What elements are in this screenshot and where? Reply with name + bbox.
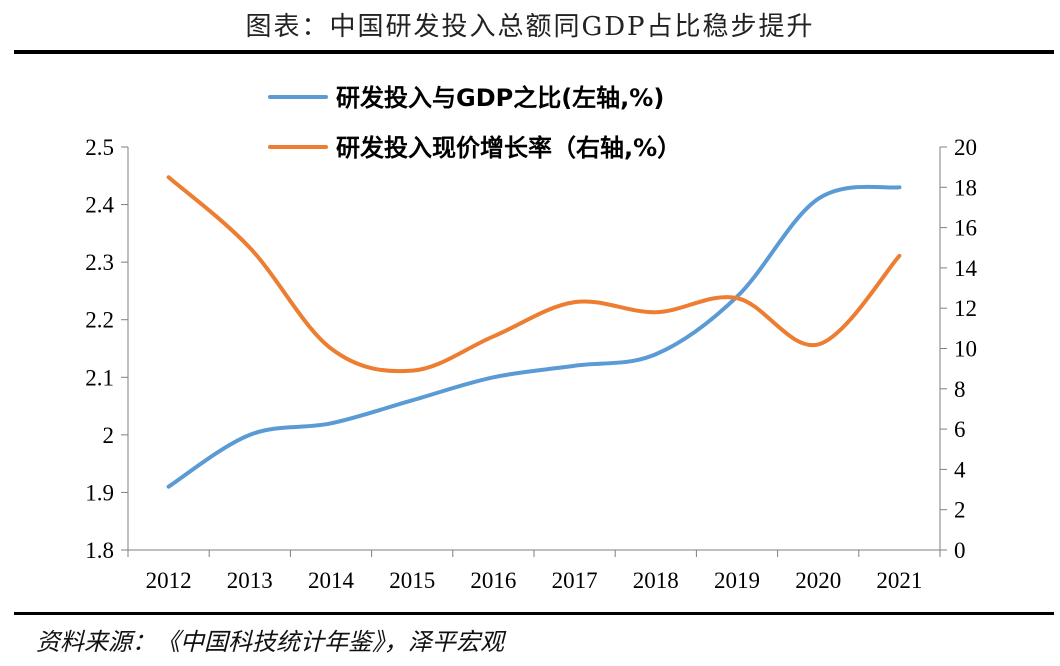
chart-title: 图表：中国研发投入总额同GDP占比稳步提升 (245, 12, 815, 42)
right-tick-label: 0 (954, 538, 966, 563)
x-tick-label: 2018 (633, 568, 679, 593)
left-tick-label: 2.5 (85, 135, 114, 160)
axes: 1.81.922.12.22.32.42.5024681012141618202… (85, 135, 977, 593)
legend-label-rd-growth-rate: 研发投入现价增长率（右轴,%） (336, 134, 681, 162)
x-tick-label: 2017 (552, 568, 598, 593)
x-tick-label: 2016 (470, 568, 516, 593)
x-tick-label: 2020 (795, 568, 841, 593)
right-tick-label: 2 (954, 498, 966, 523)
x-tick-label: 2019 (714, 568, 760, 593)
left-tick-label: 1.9 (85, 480, 114, 505)
x-tick-label: 2015 (389, 568, 435, 593)
right-tick-label: 20 (954, 135, 977, 160)
legend: 研发投入与GDP之比(左轴,%) 研发投入现价增长率（右轴,%） (268, 84, 681, 162)
left-tick-label: 1.8 (85, 538, 114, 563)
source-divider (14, 612, 1054, 615)
right-tick-label: 14 (954, 256, 978, 281)
left-tick-label: 2.3 (85, 250, 114, 275)
right-tick-label: 6 (954, 417, 966, 442)
source-note: 资料来源：《中国科技统计年鉴》，泽平宏观 (36, 628, 504, 656)
x-tick-label: 2021 (876, 568, 922, 593)
right-tick-label: 16 (954, 216, 977, 241)
legend-label-rd-gdp-ratio: 研发投入与GDP之比(左轴,%) (336, 84, 664, 112)
x-tick-label: 2014 (308, 568, 355, 593)
series-lines (166, 175, 902, 489)
right-tick-label: 8 (954, 377, 966, 402)
x-tick-label: 2013 (227, 568, 273, 593)
left-tick-label: 2 (103, 423, 115, 448)
right-tick-label: 10 (954, 337, 977, 362)
right-tick-label: 18 (954, 175, 977, 200)
left-tick-label: 2.1 (85, 365, 114, 390)
right-tick-label: 12 (954, 296, 977, 321)
x-tick-label: 2012 (146, 568, 192, 593)
series-line-rd-gdp-ratio (166, 184, 902, 489)
left-tick-label: 2.2 (85, 308, 114, 333)
left-tick-label: 2.4 (85, 193, 114, 218)
right-tick-label: 4 (954, 457, 966, 482)
series-line-rd-growth-rate (166, 175, 902, 374)
title-divider (14, 50, 1054, 54)
